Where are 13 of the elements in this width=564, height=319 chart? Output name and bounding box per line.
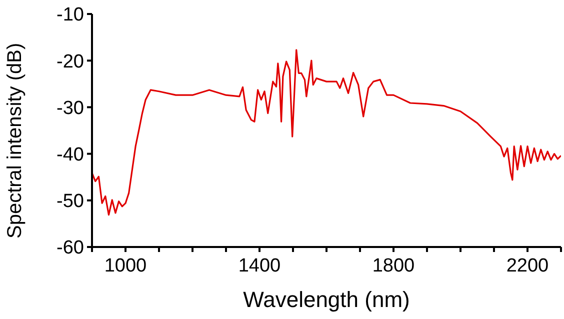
y-tick-label: -10 bbox=[56, 4, 84, 26]
y-tick-label: -40 bbox=[56, 144, 84, 166]
line-series bbox=[92, 49, 561, 216]
y-axis-title: Spectral intensity (dB) bbox=[4, 42, 26, 238]
y-tick-label: -60 bbox=[56, 238, 84, 259]
x-axis-title: Wavelength (nm) bbox=[243, 287, 410, 312]
y-tick-label: -50 bbox=[56, 191, 84, 212]
x-tick-label: 2200 bbox=[506, 255, 549, 276]
x-tick-label: 1400 bbox=[238, 255, 281, 276]
y-tick-label: -30 bbox=[56, 98, 84, 119]
x-tick-label: 1800 bbox=[372, 255, 415, 276]
x-tick-label: 1000 bbox=[104, 255, 147, 276]
y-tick-label: -20 bbox=[56, 51, 84, 72]
